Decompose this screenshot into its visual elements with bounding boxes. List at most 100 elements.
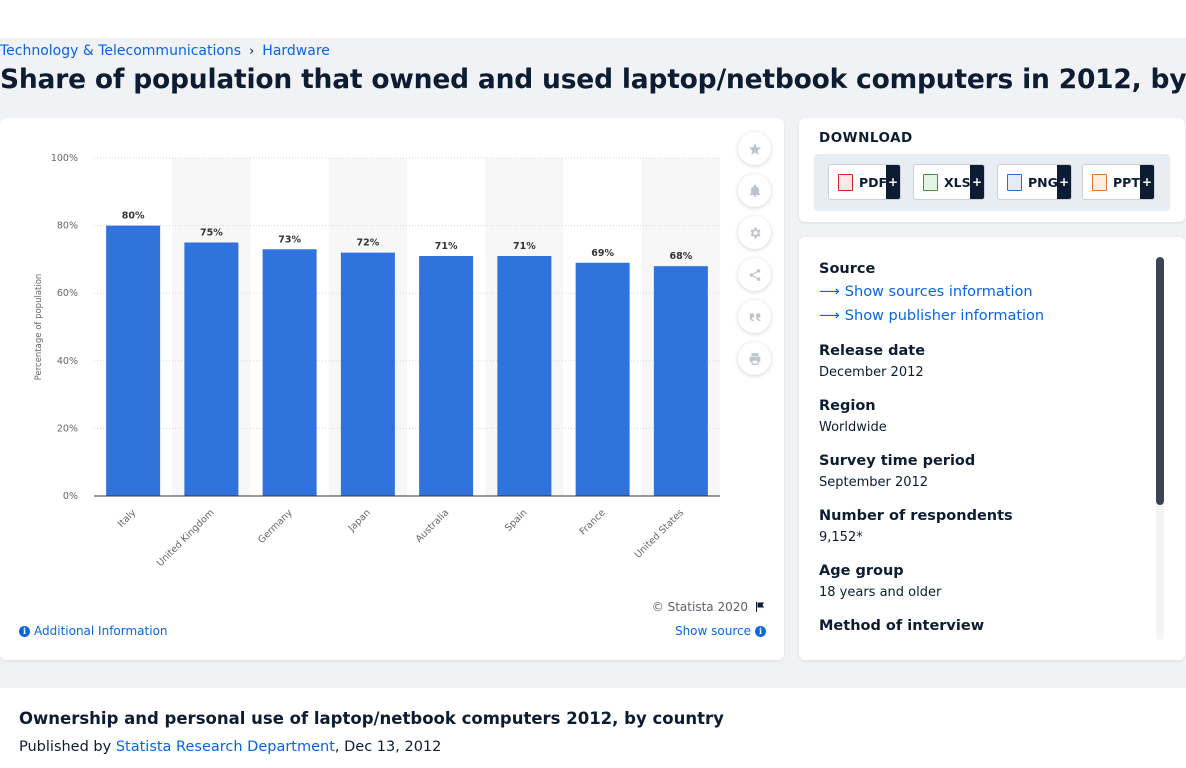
show-publisher-label: Show publisher information [844,308,1045,324]
x-tick-label: United States [633,507,686,560]
additional-information-label: Additional Information [34,624,168,638]
method-label: Method of interview [819,618,985,634]
print-icon [749,352,760,365]
y-tick-label: 20% [57,423,78,434]
data-label: 72% [357,238,380,249]
bar [106,225,161,496]
bell-icon [749,184,760,197]
show-publisher-link[interactable]: ⟶ Show publisher information [819,308,1044,324]
breadcrumb: Technology & Telecommunications › Hardwa… [0,43,330,59]
region-value: Worldwide [819,420,887,435]
published-by: Published by Statista Research Departmen… [19,739,441,755]
data-label: 68% [670,251,693,262]
y-tick-label: 40% [57,356,78,367]
download-ppt-plus[interactable]: + [1140,165,1154,199]
gear-icon [750,227,761,238]
page-title: Share of population that owned and used … [0,64,1186,95]
bar [184,242,239,496]
release-date-value: December 2012 [819,365,924,380]
info-icon: i [755,625,766,637]
bar [262,249,317,496]
copyright: © Statista 2020 [652,600,766,614]
x-tick-label: Spain [503,507,530,534]
y-tick-label: 100% [51,153,78,164]
bar-chart: 80% 75% 73% 72% 71% 71% 69% 68% 0% 20% 40% 60% 80% 1… [34,153,720,569]
favorite-button[interactable] [738,132,771,165]
notification-button[interactable] [738,174,771,207]
settings-button[interactable] [738,216,771,249]
show-sources-label: Show sources information [844,284,1033,300]
show-source-link[interactable]: Show source i [675,624,766,638]
download-png-label: PNG [1028,174,1058,190]
respondents-label: Number of respondents [819,508,1013,524]
bar [340,252,395,496]
download-ppt-label: PPT [1113,174,1140,190]
download-pdf-label: PDF [859,174,888,190]
download-xls-button[interactable]: XLS + [913,164,985,200]
bar [575,262,630,496]
download-buttons-row: PDF + XLS + PNG + PPT + [814,154,1170,211]
download-png-plus[interactable]: + [1057,165,1071,199]
top-bar [0,0,1186,38]
data-label: 75% [200,228,223,239]
data-label: 71% [513,241,536,252]
download-ppt-button[interactable]: PPT + [1082,164,1155,200]
xls-file-icon [923,173,938,191]
y-tick-label: 0% [63,491,78,502]
download-panel: DOWNLOAD PDF + XLS + PNG + PPT + [799,118,1185,222]
share-button[interactable] [738,258,771,291]
age-group-value: 18 years and older [819,585,942,600]
share-icon [749,268,760,281]
pdf-file-icon [838,173,853,191]
x-tick-label: Australia [414,507,451,544]
arrow-right-icon: ⟶ [819,308,840,324]
published-prefix: Published by [19,739,116,755]
description-title: Ownership and personal use of laptop/net… [19,709,724,728]
png-file-icon [1007,173,1022,191]
download-title: DOWNLOAD [819,130,913,146]
data-label: 73% [278,234,301,245]
source-label: Source [819,261,876,277]
arrow-right-icon: ⟶ [819,284,840,300]
breadcrumb-item-hardware[interactable]: Hardware [262,43,330,59]
download-pdf-button[interactable]: PDF + [828,164,901,200]
quote-icon [749,313,760,321]
data-label: 80% [122,211,145,222]
data-label: 69% [591,248,614,259]
cite-button[interactable] [738,300,771,333]
age-group-label: Age group [819,563,904,579]
info-icon: i [19,625,30,637]
breadcrumb-item-technology[interactable]: Technology & Telecommunications [0,43,242,59]
download-xls-label: XLS [944,174,971,190]
download-xls-plus[interactable]: + [970,165,984,199]
published-date: , Dec 13, 2012 [334,739,442,755]
additional-information-link[interactable]: i Additional Information [19,624,168,638]
x-tick-label: Italy [116,507,139,530]
star-icon [748,142,761,155]
flag-icon[interactable] [754,601,766,613]
author-link[interactable]: Statista Research Department [115,739,335,755]
statistic-description: Ownership and personal use of laptop/net… [0,688,1186,768]
x-tick-label: France [578,507,608,537]
y-tick-label: 60% [57,288,78,299]
statistic-details-panel: Source ⟶ Show sources information ⟶ Show… [799,237,1185,660]
show-sources-link[interactable]: ⟶ Show sources information [819,284,1033,300]
download-pdf-plus[interactable]: + [886,165,900,199]
survey-period-value: September 2012 [819,475,929,490]
ppt-file-icon [1092,173,1107,191]
x-tick-label: United Kingdom [155,507,217,569]
print-button[interactable] [738,342,771,375]
respondents-value: 9,152* [819,530,863,545]
details-scrollbar-thumb[interactable] [1156,257,1164,505]
download-png-button[interactable]: PNG + [997,164,1072,200]
breadcrumb-separator: › [249,43,255,59]
show-source-label: Show source [674,624,751,638]
x-tick-label: Germany [256,507,295,546]
region-label: Region [819,398,876,414]
y-axis-label: Percentage of population [34,274,44,381]
bar [419,256,474,496]
release-date-label: Release date [819,343,926,359]
chart-card: 80% 75% 73% 72% 71% 71% 69% 68% 0% 20% 40% 60% 80% 1… [0,118,784,660]
y-tick-label: 80% [57,221,78,232]
survey-period-label: Survey time period [819,453,976,469]
